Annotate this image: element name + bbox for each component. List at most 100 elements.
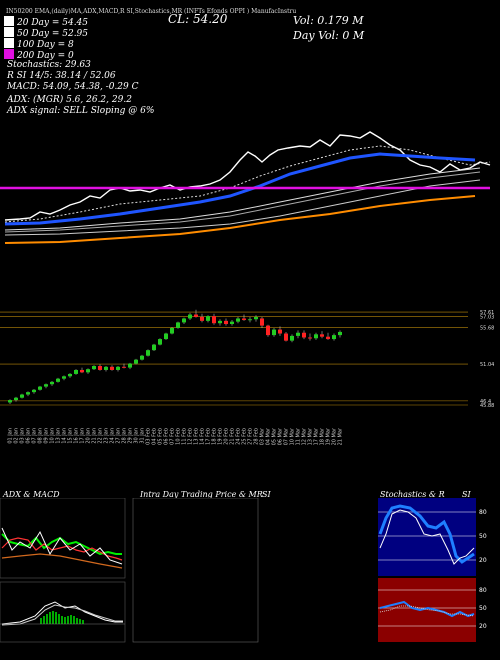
candle bbox=[338, 330, 342, 338]
legend-50-day: 50 Day = 52.95 bbox=[4, 27, 88, 39]
adx-line-white bbox=[1, 527, 123, 565]
ma-100-line bbox=[4, 179, 481, 236]
date-tick-label: 17 Jan bbox=[80, 428, 86, 444]
date-tick-label: 11 Feb bbox=[182, 428, 188, 445]
candle-body bbox=[200, 316, 204, 321]
date-tick-label: 05 Mar bbox=[272, 427, 278, 445]
candle bbox=[50, 381, 54, 386]
candle-body bbox=[62, 376, 66, 379]
ma-200-orange-line bbox=[4, 195, 476, 244]
macd-histogram bbox=[40, 611, 84, 624]
candle bbox=[116, 366, 120, 372]
candle-body bbox=[314, 334, 318, 339]
candle-body bbox=[248, 319, 252, 321]
candle bbox=[320, 331, 324, 339]
candle bbox=[308, 333, 312, 341]
candle-body bbox=[38, 386, 42, 390]
svg-text:20: 20 bbox=[479, 623, 487, 630]
candle-body bbox=[182, 318, 186, 323]
date-tick-label: 23 Jan bbox=[104, 428, 110, 444]
rsi-panel-title: SI bbox=[462, 490, 471, 499]
date-tick-label: 07 Jan bbox=[32, 428, 38, 444]
date-tick-label: 19 Feb bbox=[218, 428, 224, 445]
date-tick-label: 04 Mar bbox=[266, 427, 272, 445]
candle-body bbox=[206, 316, 210, 321]
candle bbox=[242, 314, 246, 321]
moving-average-chart bbox=[0, 131, 491, 244]
candle bbox=[212, 313, 216, 325]
date-tick-label: 14 Jan bbox=[62, 428, 68, 444]
price-level-label: 57.03 bbox=[480, 315, 494, 321]
candle-body bbox=[20, 394, 24, 398]
price-level-label: 55.68 bbox=[480, 325, 494, 331]
candle bbox=[92, 365, 96, 370]
candle bbox=[128, 362, 132, 370]
macd-signal-line bbox=[1, 604, 123, 626]
candle bbox=[140, 354, 144, 361]
candle-body bbox=[236, 318, 240, 322]
candle bbox=[62, 375, 66, 381]
macd-panel bbox=[0, 581, 126, 643]
date-tick-label: 28 Jan bbox=[122, 428, 128, 444]
legend-20-day: 20 Day = 54.45 bbox=[4, 16, 88, 28]
candle bbox=[254, 315, 258, 322]
date-tick-label: 24 Jan bbox=[110, 428, 116, 444]
candle bbox=[194, 309, 198, 318]
candle-body bbox=[242, 318, 246, 321]
date-tick-label: 27 Feb bbox=[248, 428, 254, 445]
chart-caption: IN50200 EMA,(daily)MA,ADX,MACD,R SI,Stoc… bbox=[6, 8, 297, 15]
candle bbox=[290, 334, 294, 343]
date-tick-label: 20 Jan bbox=[86, 428, 92, 444]
intraday-si-title: SI bbox=[262, 490, 271, 499]
legend-swatch bbox=[4, 38, 14, 48]
candle-body bbox=[194, 314, 198, 317]
rsi-axis-labels: 80 50 20 bbox=[479, 587, 487, 630]
candle-body bbox=[134, 359, 138, 364]
candle bbox=[170, 327, 174, 335]
date-tick-label: 13 Feb bbox=[194, 428, 200, 445]
candle-body bbox=[32, 389, 36, 393]
candle-body bbox=[338, 331, 342, 336]
date-tick-label: 21 Jan bbox=[92, 428, 98, 444]
candle-body bbox=[308, 337, 312, 339]
candle bbox=[32, 388, 36, 394]
close-price-label: CL: 54.20 bbox=[168, 12, 228, 26]
ema-short-dashed-line bbox=[4, 145, 491, 223]
candle-body bbox=[152, 344, 156, 351]
macd-readout: MACD: 54.09, 54.38, -0.29 C bbox=[7, 82, 139, 92]
date-tick-label: 17 Mar bbox=[314, 427, 320, 445]
date-tick-label: 07 Feb bbox=[170, 428, 176, 445]
candle-body bbox=[290, 335, 294, 341]
adx-macd-panel-title: ADX & MACD bbox=[3, 490, 60, 499]
candle bbox=[14, 396, 18, 402]
date-tick-label: 03 Feb bbox=[146, 428, 152, 445]
date-tick-label: 10 Feb bbox=[176, 428, 182, 445]
stochastics-readout: Stochastics: 29.63 bbox=[7, 60, 91, 70]
candle-body bbox=[230, 321, 234, 325]
rsi-panel bbox=[378, 578, 476, 642]
candle bbox=[236, 316, 240, 324]
date-tick-label: 02 Jan bbox=[14, 428, 20, 444]
candle-body bbox=[296, 332, 300, 336]
candle bbox=[98, 364, 102, 371]
date-tick-label: 29 Jan bbox=[128, 428, 134, 444]
date-tick-label: 04 Feb bbox=[152, 428, 158, 445]
candle-body bbox=[146, 350, 150, 356]
rsi-line bbox=[379, 600, 475, 618]
legend-swatch bbox=[4, 27, 14, 37]
candle bbox=[26, 391, 30, 397]
candle-body bbox=[218, 320, 222, 324]
date-tick-label: 27 Jan bbox=[116, 428, 122, 444]
intraday-panel bbox=[132, 498, 259, 643]
candle bbox=[314, 332, 318, 340]
date-tick-label: 05 Feb bbox=[158, 428, 164, 445]
candle-body bbox=[122, 366, 126, 368]
candle bbox=[134, 358, 138, 365]
date-tick-label: 18 Mar bbox=[320, 427, 326, 445]
date-tick-label: 12 Mar bbox=[302, 427, 308, 445]
candle bbox=[218, 319, 222, 326]
legend-200-day: 200 Day = 0 bbox=[4, 49, 74, 61]
date-tick-label: 28 Feb bbox=[254, 428, 260, 445]
candle-body bbox=[326, 336, 330, 340]
date-tick-label: 03 Jan bbox=[20, 428, 26, 444]
